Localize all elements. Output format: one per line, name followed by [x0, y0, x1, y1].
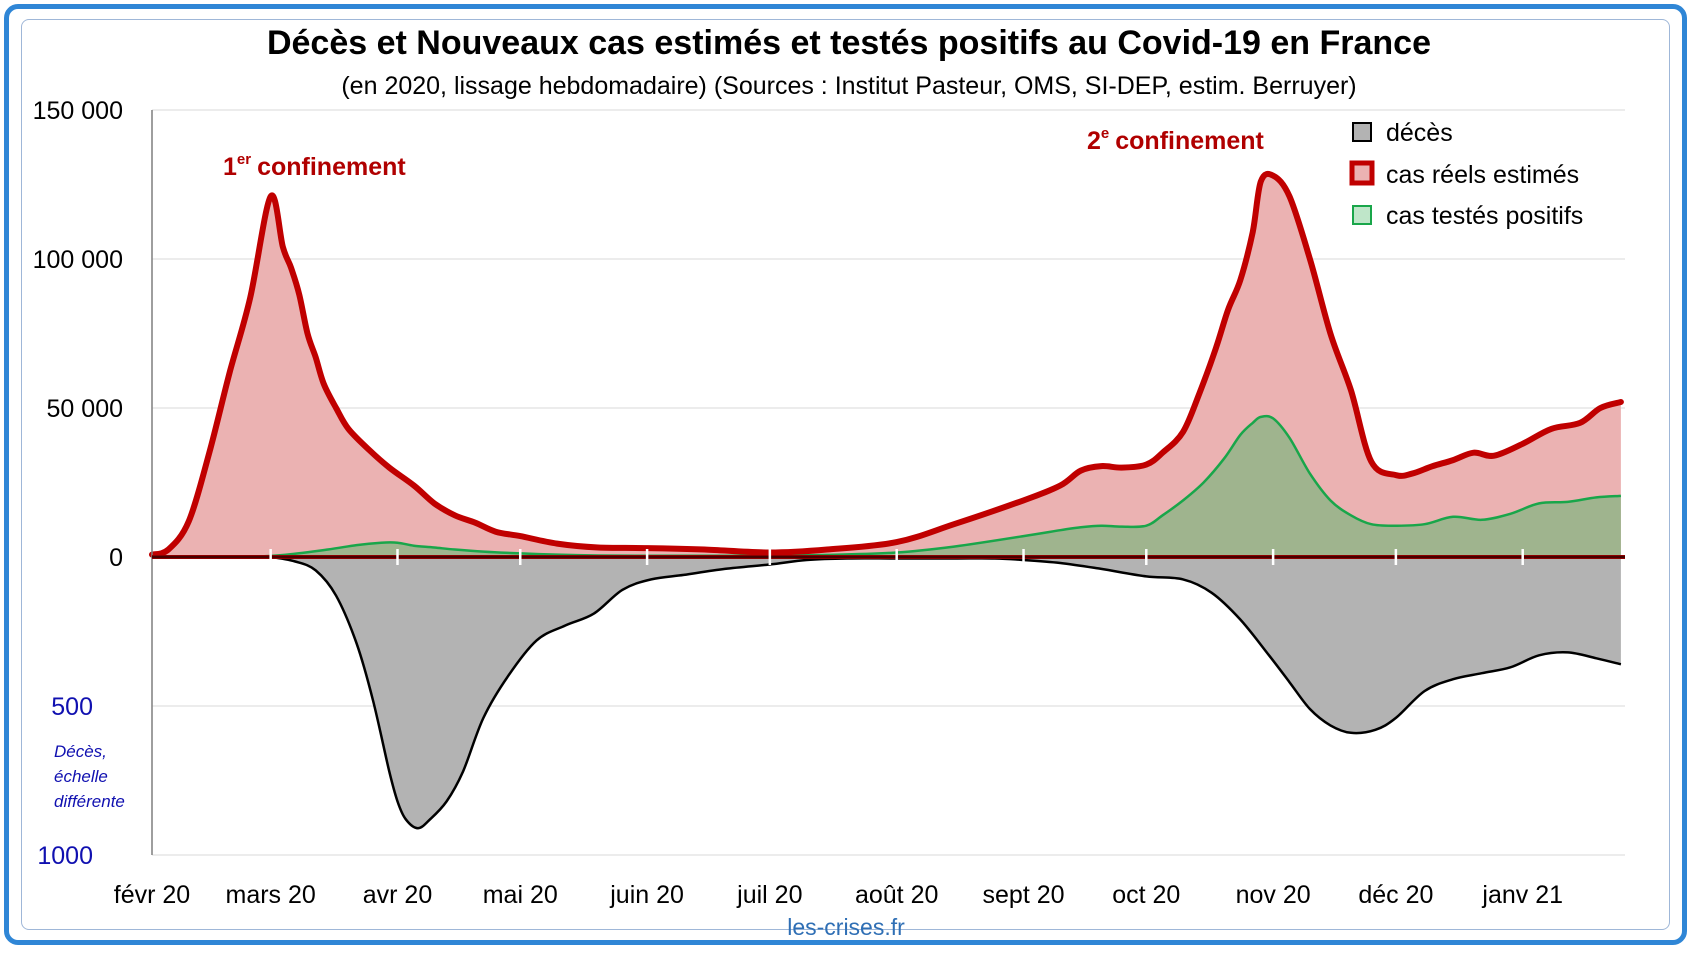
legend-label-cas-reels: cas réels estimés: [1386, 161, 1579, 189]
series-deces-line: [151, 555, 1622, 830]
x-tick-label-8: oct 20: [1112, 881, 1180, 909]
legend-swatch-cas-testes: [1352, 205, 1372, 225]
legend-item-cas-reels: cas réels estimés: [1349, 160, 1579, 189]
series-cas-reels-line: [149, 170, 1624, 558]
legend-swatch-cas-reels: [1349, 160, 1375, 186]
y-tick-label-deaths-0: 500: [51, 693, 93, 721]
axes: [151, 110, 1625, 855]
annotation-2e-confinement: 2e confinement: [1087, 125, 1265, 155]
series-cas-testes-area: [152, 416, 1621, 558]
x-tick-label-11: janv 21: [1481, 881, 1563, 909]
x-tick-label-6: août 20: [855, 881, 938, 909]
x-tick-label-9: nov 20: [1236, 881, 1311, 909]
annotation-2-text: confinement: [1115, 127, 1264, 155]
series-areas: [149, 170, 1624, 830]
legend: décès cas réels estimés cas testés posit…: [1349, 119, 1583, 230]
x-tick-label-10: déc 20: [1358, 881, 1433, 909]
annotation-1er-confinement: 1er confinement: [223, 151, 406, 181]
annotations: 1er confinement 2e confinement: [223, 125, 1265, 181]
chart-subtitle: (en 2020, lissage hebdomadaire) (Sources…: [341, 72, 1356, 100]
legend-item-deces: décès: [1352, 119, 1453, 147]
y-tick-label-deaths-1: 1000: [37, 842, 93, 870]
series-deces-area: [152, 556, 1621, 829]
y-tick-label-cases-2: 50 000: [47, 395, 123, 423]
y-tick-label-cases-3: 0: [109, 544, 123, 572]
chart-frame-inner: [21, 19, 1670, 930]
annotation-1-prefix: 1: [223, 153, 237, 181]
x-tick-label-3: mai 20: [483, 881, 558, 909]
series-cas-reels-area: [152, 173, 1621, 557]
series-cas-testes-line: [151, 414, 1621, 559]
y-note-line-2: échelle: [54, 767, 108, 786]
y-note-deaths-scale: Décès, échelle différente: [54, 742, 125, 811]
x-tick-label-7: sept 20: [983, 881, 1065, 909]
y-note-line-3: différente: [54, 792, 125, 811]
legend-swatch-deces: [1352, 122, 1372, 142]
y-tick-label-cases-1: 100 000: [33, 246, 123, 274]
chart-title: Décès et Nouveaux cas estimés et testés …: [267, 24, 1431, 62]
x-tick-label-5: juil 20: [736, 881, 802, 909]
y-tick-labels: 150 000 100 000 50 000 0 500 1000: [33, 97, 123, 870]
legend-item-cas-testes: cas testés positifs: [1352, 202, 1583, 230]
x-tick-label-4: juin 20: [609, 881, 684, 909]
y-tick-label-cases-0: 150 000: [33, 97, 123, 125]
x-tick-label-1: mars 20: [226, 881, 316, 909]
annotation-2-superscript: e: [1101, 125, 1109, 142]
source-label: les-crises.fr: [787, 914, 905, 940]
annotation-2-prefix: 2: [1087, 127, 1101, 155]
annotation-1-superscript: er: [237, 151, 251, 168]
y-note-line-1: Décès,: [54, 742, 107, 761]
legend-label-deces: décès: [1386, 119, 1453, 147]
legend-label-cas-testes: cas testés positifs: [1386, 202, 1583, 230]
x-tick-label-0: févr 20: [114, 881, 190, 909]
x-tick-labels: févr 20 mars 20 avr 20 mai 20 juin 20 juil 20…: [114, 881, 1563, 909]
x-tick-label-2: avr 20: [363, 881, 432, 909]
annotation-1-text: confinement: [257, 153, 406, 181]
